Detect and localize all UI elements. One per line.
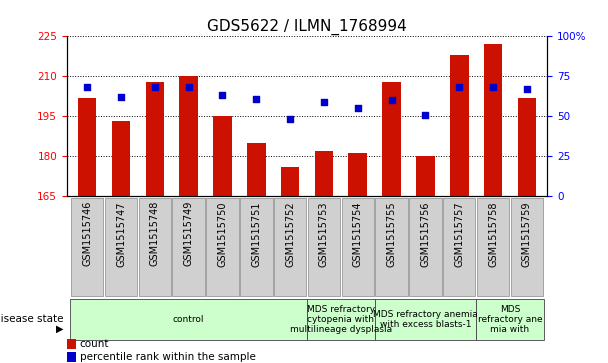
Point	[252, 96, 261, 102]
Text: count: count	[80, 339, 109, 349]
Point	[488, 85, 498, 90]
Text: GSM1515749: GSM1515749	[184, 201, 194, 266]
Bar	[382, 82, 401, 196]
Text: GSM1515752: GSM1515752	[285, 201, 295, 267]
FancyBboxPatch shape	[307, 299, 375, 340]
Point	[116, 94, 126, 100]
Text: GSM1515750: GSM1515750	[218, 201, 227, 266]
Text: MDS refractory anemia
with excess blasts-1: MDS refractory anemia with excess blasts…	[373, 310, 478, 329]
Text: GSM1515753: GSM1515753	[319, 201, 329, 266]
FancyBboxPatch shape	[240, 198, 272, 295]
Point	[218, 93, 227, 98]
FancyBboxPatch shape	[206, 198, 239, 295]
FancyBboxPatch shape	[443, 198, 475, 295]
Text: GSM1515756: GSM1515756	[420, 201, 430, 266]
FancyBboxPatch shape	[139, 198, 171, 295]
Bar	[67, 339, 75, 349]
Text: disease state: disease state	[0, 314, 64, 325]
Point	[319, 99, 329, 105]
FancyBboxPatch shape	[476, 299, 544, 340]
Bar	[517, 98, 536, 196]
Point	[353, 105, 362, 111]
FancyBboxPatch shape	[375, 198, 408, 295]
FancyBboxPatch shape	[375, 299, 476, 340]
Bar	[416, 156, 435, 196]
Bar	[348, 154, 367, 196]
Text: control: control	[173, 315, 204, 324]
Text: MDS
refractory ane
mia with: MDS refractory ane mia with	[478, 305, 542, 334]
Point	[522, 86, 532, 92]
FancyBboxPatch shape	[409, 198, 441, 295]
Bar	[450, 55, 469, 196]
Text: GSM1515755: GSM1515755	[387, 201, 396, 267]
Bar	[78, 98, 97, 196]
Text: GSM1515747: GSM1515747	[116, 201, 126, 266]
Text: GSM1515751: GSM1515751	[251, 201, 261, 266]
Text: GSM1515758: GSM1515758	[488, 201, 498, 266]
Point	[285, 117, 295, 122]
Bar	[213, 116, 232, 196]
Point	[387, 97, 396, 103]
Text: GSM1515754: GSM1515754	[353, 201, 363, 266]
Text: MDS refractory
cytopenia with
multilineage dysplasia: MDS refractory cytopenia with multilinea…	[290, 305, 392, 334]
Bar	[112, 122, 130, 196]
Bar	[315, 151, 333, 196]
Point	[454, 85, 464, 90]
Bar	[145, 82, 164, 196]
Point	[184, 85, 193, 90]
Text: GSM1515748: GSM1515748	[150, 201, 160, 266]
Text: GSM1515757: GSM1515757	[454, 201, 465, 267]
FancyBboxPatch shape	[511, 198, 543, 295]
Point	[82, 85, 92, 90]
FancyBboxPatch shape	[71, 198, 103, 295]
Bar	[281, 167, 299, 196]
Bar	[67, 351, 75, 362]
FancyBboxPatch shape	[173, 198, 205, 295]
Text: GSM1515759: GSM1515759	[522, 201, 532, 266]
Text: ▶: ▶	[57, 324, 64, 334]
FancyBboxPatch shape	[477, 198, 510, 295]
Bar	[247, 143, 266, 196]
Point	[150, 85, 160, 90]
Text: GSM1515746: GSM1515746	[82, 201, 92, 266]
FancyBboxPatch shape	[274, 198, 306, 295]
FancyBboxPatch shape	[342, 198, 374, 295]
Bar	[179, 76, 198, 196]
FancyBboxPatch shape	[105, 198, 137, 295]
FancyBboxPatch shape	[308, 198, 340, 295]
Text: percentile rank within the sample: percentile rank within the sample	[80, 352, 256, 362]
Title: GDS5622 / ILMN_1768994: GDS5622 / ILMN_1768994	[207, 19, 407, 35]
FancyBboxPatch shape	[71, 299, 307, 340]
Point	[421, 112, 430, 118]
Bar	[484, 44, 502, 196]
